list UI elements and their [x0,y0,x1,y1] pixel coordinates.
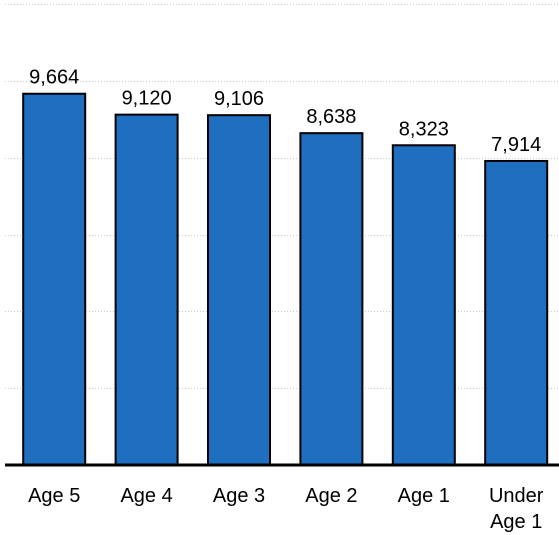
bar-value-label: 8,638 [306,106,356,128]
bar-value-label: 9,120 [122,88,172,110]
category-label: Age 5 [28,485,80,507]
category-label: Under Age 1 [489,485,544,533]
bars [22,92,549,467]
bar-value-label: 9,106 [214,88,264,110]
gridlines [5,4,559,389]
value-labels: 9,664 9,120 9,106 8,638 8,323 7,914 [29,67,541,156]
bar [484,159,549,467]
bar-value-label: 9,664 [29,67,79,89]
bar [391,144,456,466]
category-labels: Age 5 Age 4 Age 3 Age 2 Age 1 Under Age 1 [28,485,544,533]
bar [207,114,271,467]
bar [22,92,87,466]
category-label: Age 2 [305,485,357,507]
bar-value-label: 7,914 [491,134,541,156]
bar-value-label: 8,323 [399,118,449,140]
bar [299,132,364,466]
bar [114,113,179,466]
category-label: Age 4 [120,485,172,507]
category-label: Age 3 [213,485,265,507]
category-label: Age 1 [398,485,450,507]
